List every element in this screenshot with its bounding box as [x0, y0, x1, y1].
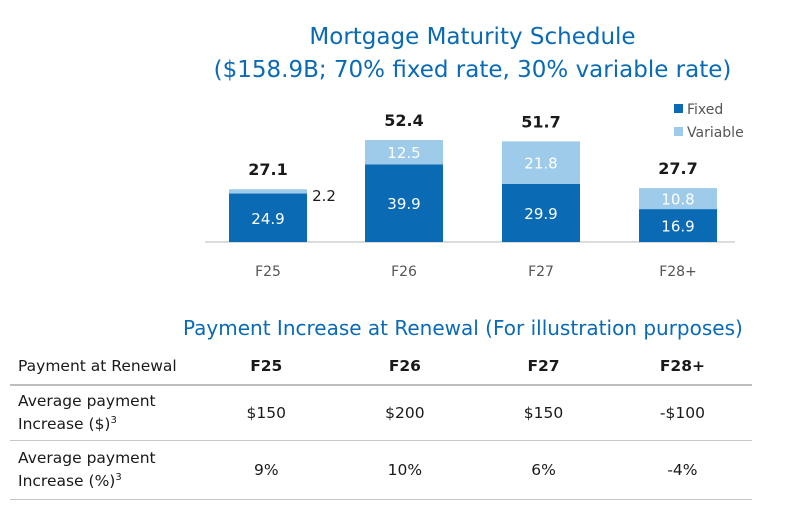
total-label-F26: 52.4: [384, 111, 423, 130]
cell: 10%: [335, 440, 475, 500]
cell: $150: [474, 385, 613, 441]
chart-title: Mortgage Maturity Schedule: [309, 24, 636, 50]
cell: -$100: [612, 385, 752, 441]
header-f25: F25: [196, 348, 336, 386]
cell: $150: [196, 385, 336, 441]
table-header-row: Payment at Renewal F25 F26 F27 F28+: [10, 348, 752, 386]
legend-variable-swatch: [674, 127, 683, 136]
header-f27: F27: [474, 348, 613, 386]
bar-variable-F26: [365, 140, 443, 165]
total-label-F27: 51.7: [521, 112, 560, 131]
label-variable-F25: 2.2: [312, 187, 336, 205]
maturity-chart: 24.9 2.2 27.1 F25 39.9 12.5 52.4 F26 29.9 21.8 51.…: [205, 102, 744, 280]
bar-fixed-F28+: [639, 209, 717, 242]
chart-subtitle: ($158.9B; 70% fixed rate, 30% variable r…: [213, 57, 732, 83]
legend-variable-label: Variable: [687, 125, 744, 141]
label-variable-F27: 21.8: [524, 155, 557, 173]
bar-variable-F27: [502, 141, 580, 184]
x-tick-F26: F26: [391, 264, 417, 280]
row-label: Average payment Increase ($)3: [10, 385, 197, 441]
cell: 9%: [196, 440, 336, 500]
header-f28: F28+: [612, 348, 752, 386]
legend-fixed-label: Fixed: [687, 102, 723, 118]
total-label-F28+: 27.7: [658, 159, 697, 178]
bar-variable-F25: [229, 189, 307, 194]
x-tick-F25: F25: [255, 264, 281, 280]
cell: 6%: [474, 440, 613, 500]
bar-fixed-F26: [365, 164, 443, 242]
x-tick-F28+: F28+: [659, 264, 697, 280]
payment-table: Payment at Renewal F25 F26 F27 F28+ Aver…: [10, 348, 752, 500]
label-fixed-F27: 29.9: [524, 205, 557, 223]
bar-fixed-F25: [229, 193, 307, 242]
label-fixed-F28+: 16.9: [661, 218, 694, 236]
row-label: Average payment Increase (%)3: [10, 440, 197, 500]
label-variable-F26: 12.5: [387, 144, 420, 162]
header-f26: F26: [335, 348, 475, 386]
cell: $200: [335, 385, 475, 441]
table-row: Average payment Increase ($)3 $150 $200 $…: [10, 385, 752, 441]
legend-fixed-swatch: [674, 104, 683, 113]
total-label-F25: 27.1: [248, 160, 287, 179]
bar-fixed-F27: [502, 183, 580, 242]
table-row: Average payment Increase (%)3 9% 10% 6% -…: [10, 440, 752, 500]
header-label: Payment at Renewal: [10, 348, 197, 386]
label-fixed-F25: 24.9: [251, 210, 284, 228]
bar-variable-F28+: [639, 188, 717, 210]
cell: -4%: [612, 440, 752, 500]
label-fixed-F26: 39.9: [387, 195, 420, 213]
label-variable-F28+: 10.8: [661, 191, 694, 209]
x-tick-F27: F27: [528, 264, 554, 280]
table-title: Payment Increase at Renewal (For illustr…: [183, 316, 743, 340]
